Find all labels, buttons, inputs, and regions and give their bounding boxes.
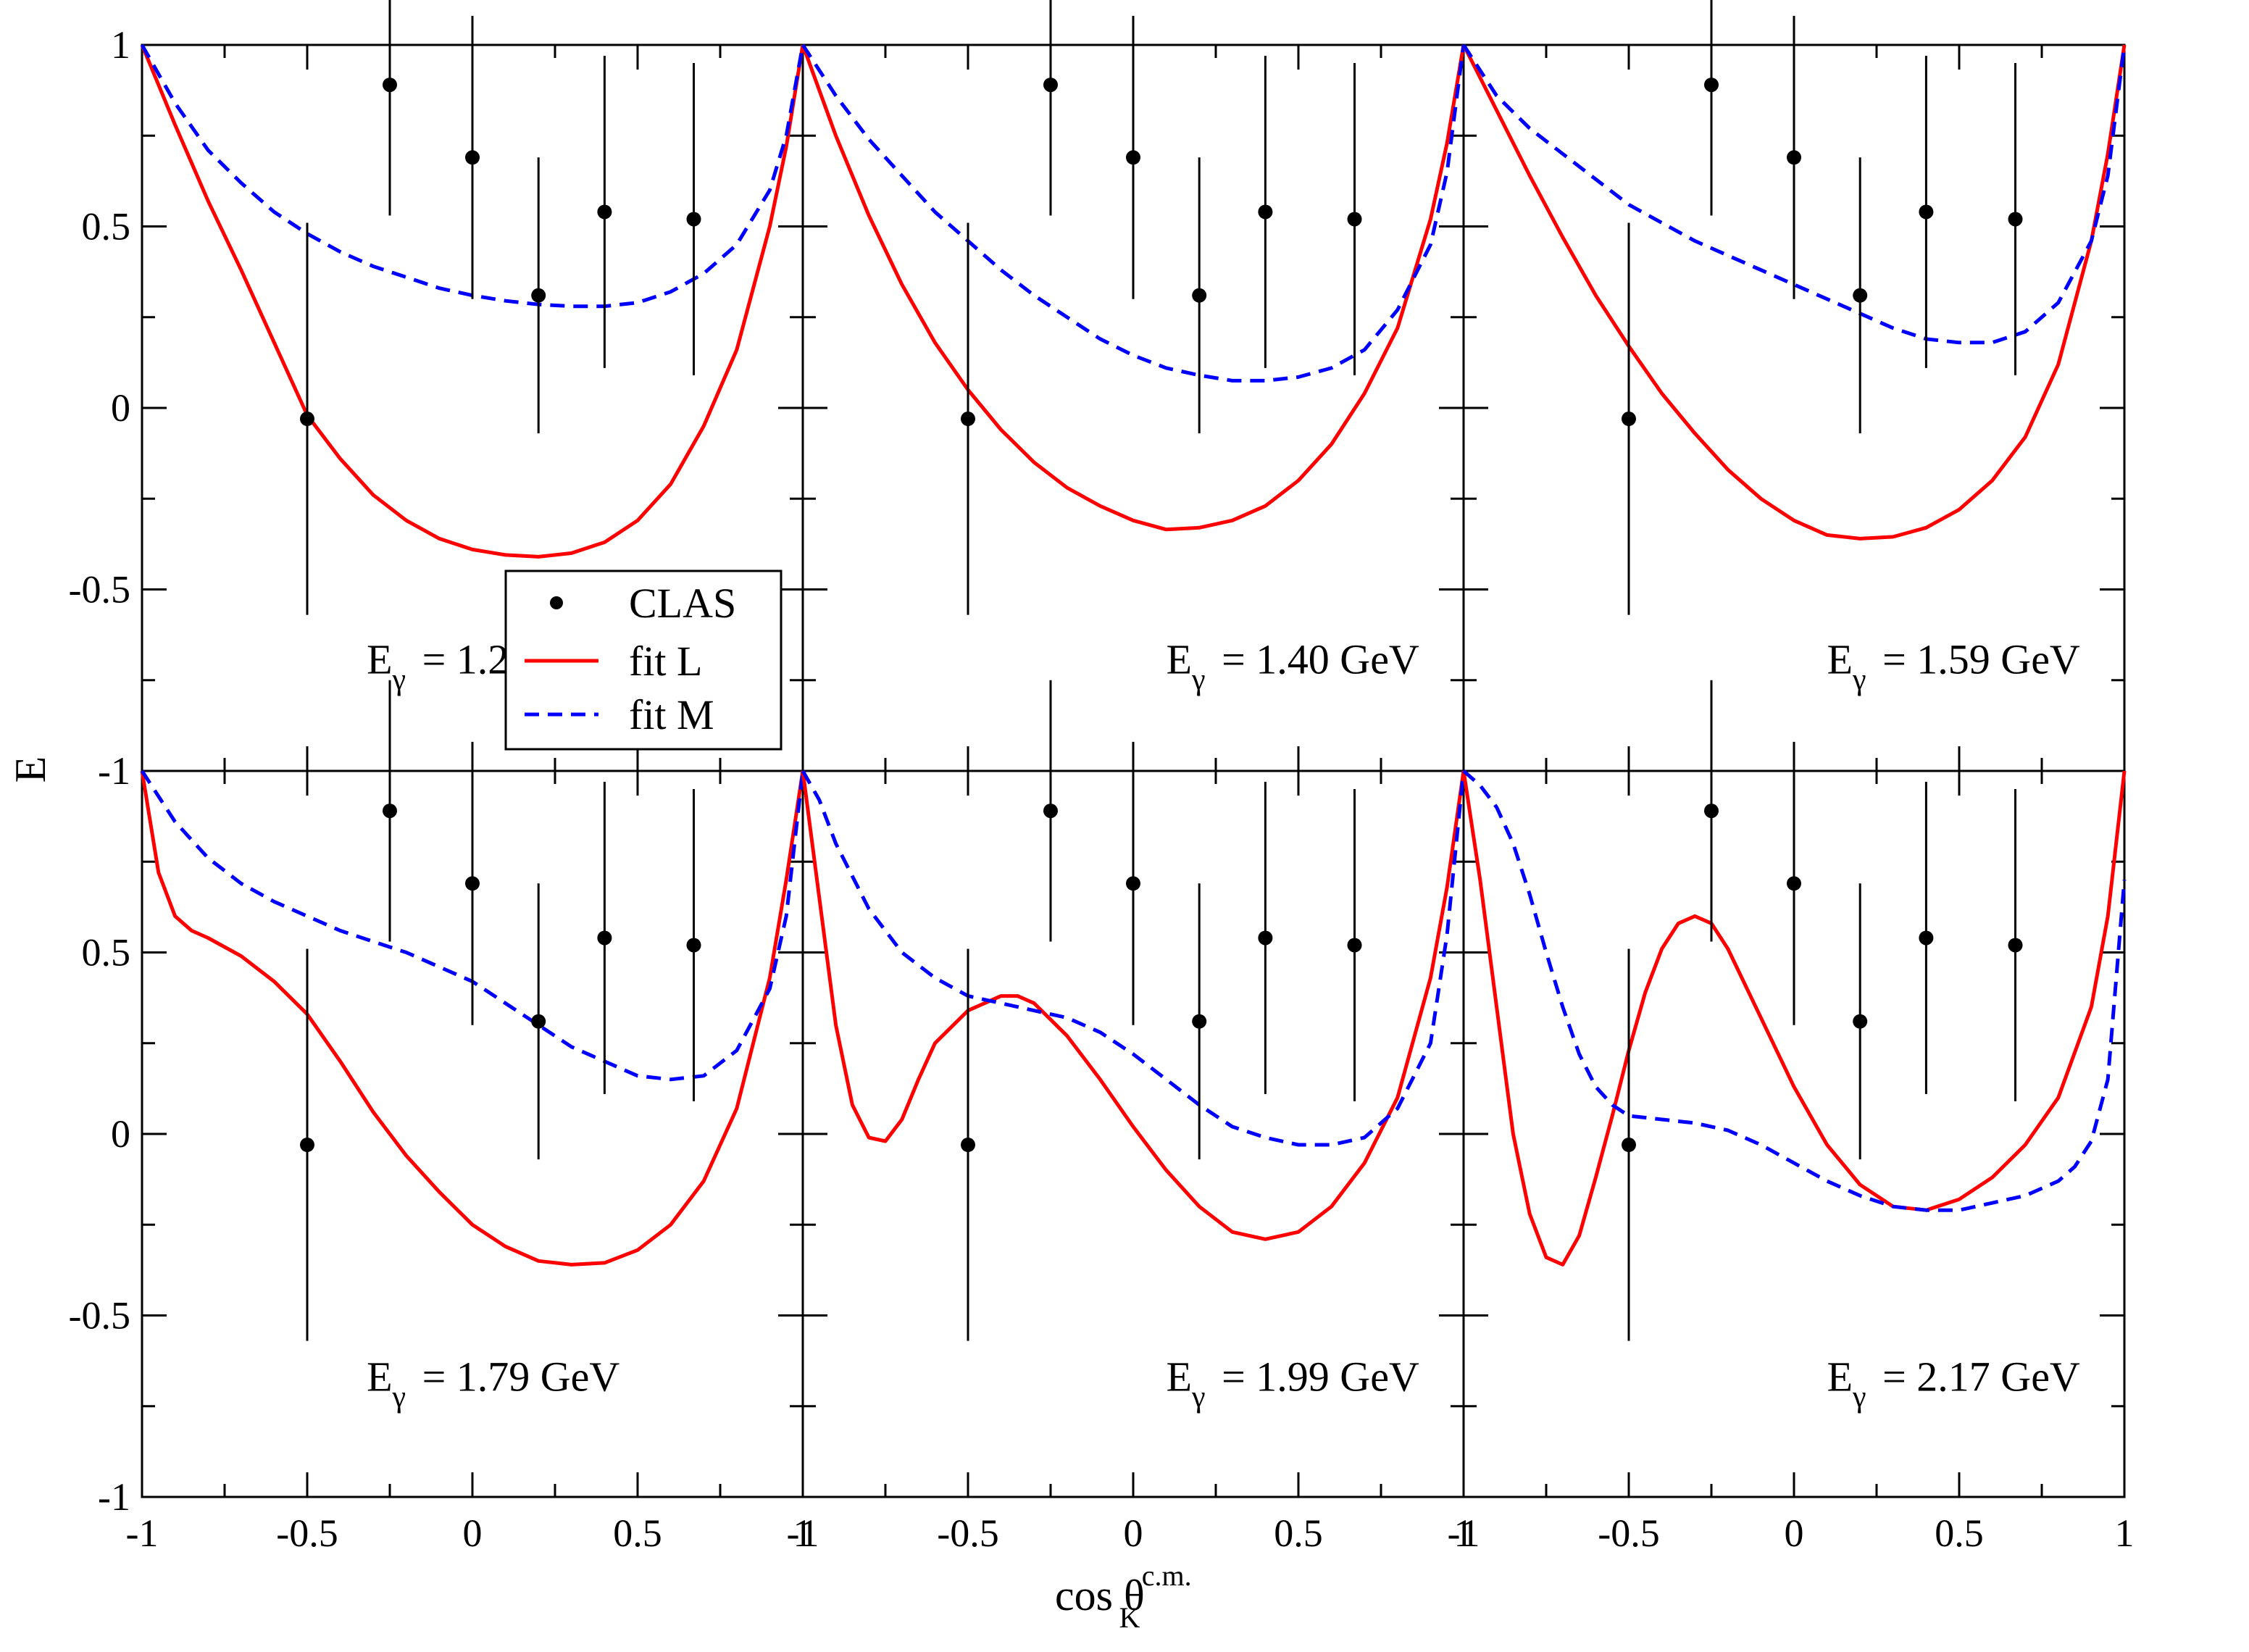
fit-l-curve-6	[1461, 770, 2127, 1267]
tick-labels: -1-0.500.51-1-0.500.51-1 -0.5 0 0.5 1-1 -0.5 0…	[69, 23, 2135, 1555]
fit-l-curve-1	[140, 44, 805, 559]
legend-fit-m-label: fit M	[629, 691, 714, 738]
clas-data-point	[1192, 1014, 1207, 1029]
x-tick-label: 0	[463, 1511, 483, 1555]
y-tick-label: -0.5	[69, 1294, 130, 1338]
clas-data-point	[1787, 876, 1801, 891]
fit-m-curve-3	[1461, 43, 2127, 345]
fit-m-curve-1	[140, 43, 805, 309]
clas-data-point	[531, 1014, 546, 1029]
x-axis-title-main: cos θ	[1055, 1572, 1145, 1619]
x-tick-label: 0.5	[613, 1511, 662, 1555]
clas-data-point	[1853, 1014, 1868, 1029]
clas-data-point	[1704, 804, 1719, 819]
x-tick-label: -1	[126, 1511, 159, 1555]
clas-data-point	[597, 930, 612, 946]
clas-data-point	[597, 204, 612, 220]
legend-clas-label: CLAS	[629, 580, 736, 627]
fit-m-curve-4	[140, 769, 805, 1082]
energy-label-6: Eγ = 2.17 GeV	[1827, 1353, 2080, 1414]
fit-m-curve-5	[801, 769, 1466, 1147]
clas-data-point	[686, 938, 701, 953]
clas-data-point	[1622, 412, 1636, 427]
clas-data-point	[1043, 804, 1058, 819]
y-tick-label: -0.5	[69, 568, 130, 612]
clas-data-point	[383, 804, 397, 819]
fit-l-curve-4	[140, 770, 805, 1267]
y-axis-title: E	[7, 756, 54, 783]
x-tick-label: 0	[1124, 1511, 1143, 1555]
clas-data-point	[961, 412, 975, 427]
clas-data-point	[961, 1138, 975, 1153]
clas-data-point	[1192, 288, 1207, 303]
x-tick-label: -0.5	[276, 1511, 338, 1555]
clas-data-points	[300, 0, 2023, 1341]
clas-data-point	[1622, 1138, 1636, 1153]
x-tick-label: -0.5	[1598, 1511, 1659, 1555]
x-axis-title-sub: K	[1119, 1601, 1140, 1634]
clas-data-point	[1126, 876, 1140, 891]
y-tick-label: -1	[98, 1475, 130, 1519]
legend: CLAS fit L fit M	[504, 570, 783, 751]
x-tick-label: 0.5	[1935, 1511, 1984, 1555]
clas-data-point	[1347, 212, 1362, 227]
energy-label-4: Eγ = 1.79 GeV	[367, 1353, 619, 1414]
y-tick-label: 1	[111, 23, 130, 67]
clas-data-point	[1258, 930, 1273, 946]
x-tick-label: -1	[787, 1511, 819, 1555]
clas-data-point	[1919, 204, 1934, 220]
clas-data-point	[1919, 930, 1934, 946]
clas-data-point	[1853, 288, 1868, 303]
x-tick-label: 1	[1454, 1511, 1474, 1555]
clas-data-point	[465, 876, 480, 891]
x-tick-label: -0.5	[937, 1511, 998, 1555]
clas-data-point	[1704, 78, 1719, 93]
fit-l-curve-5	[801, 770, 1466, 1241]
clas-data-point	[686, 212, 701, 227]
fit-l-curve-2	[801, 44, 1466, 532]
clas-data-point	[2008, 212, 2023, 227]
x-tick-label: -1	[1448, 1511, 1480, 1555]
y-tick-label: 0.5	[82, 205, 131, 249]
legend-clas-marker	[550, 596, 563, 609]
energy-label-2: Eγ = 1.40 GeV	[1167, 636, 1419, 697]
fit-m-curve-6	[1462, 769, 2127, 1212]
y-tick-label: 0	[111, 386, 130, 430]
clas-data-point	[2008, 938, 2023, 953]
fit-curves	[140, 43, 2127, 1267]
clas-data-point	[300, 412, 314, 427]
clas-data-point	[465, 150, 480, 165]
clas-data-point	[300, 1138, 314, 1153]
x-tick-label: 1	[793, 1511, 813, 1555]
energy-label-5: Eγ = 1.99 GeV	[1167, 1353, 1419, 1414]
x-axis-title: cos θc.m. K	[1055, 1559, 1192, 1634]
y-tick-label: -1	[98, 749, 130, 793]
fit-l-curve-3	[1461, 43, 2127, 541]
legend-fit-l-label: fit L	[629, 638, 702, 685]
energy-label-3: Eγ = 1.59 GeV	[1827, 636, 2080, 697]
fit-m-curve-2	[801, 43, 1466, 383]
y-tick-label: 0	[111, 1112, 130, 1156]
x-tick-label: 1	[2115, 1511, 2135, 1555]
y-tick-label: 0.5	[82, 931, 131, 975]
x-axis-title-sup: c.m.	[1142, 1559, 1192, 1592]
y-tick-label: 1	[111, 749, 130, 793]
clas-data-point	[383, 78, 397, 93]
clas-data-point	[1347, 938, 1362, 953]
clas-data-point	[531, 288, 546, 303]
clas-data-point	[1787, 150, 1801, 165]
clas-data-point	[1126, 150, 1140, 165]
x-tick-label: 0.5	[1274, 1511, 1323, 1555]
x-tick-label: 0	[1785, 1511, 1804, 1555]
clas-data-point	[1043, 78, 1058, 93]
clas-data-point	[1258, 204, 1273, 220]
